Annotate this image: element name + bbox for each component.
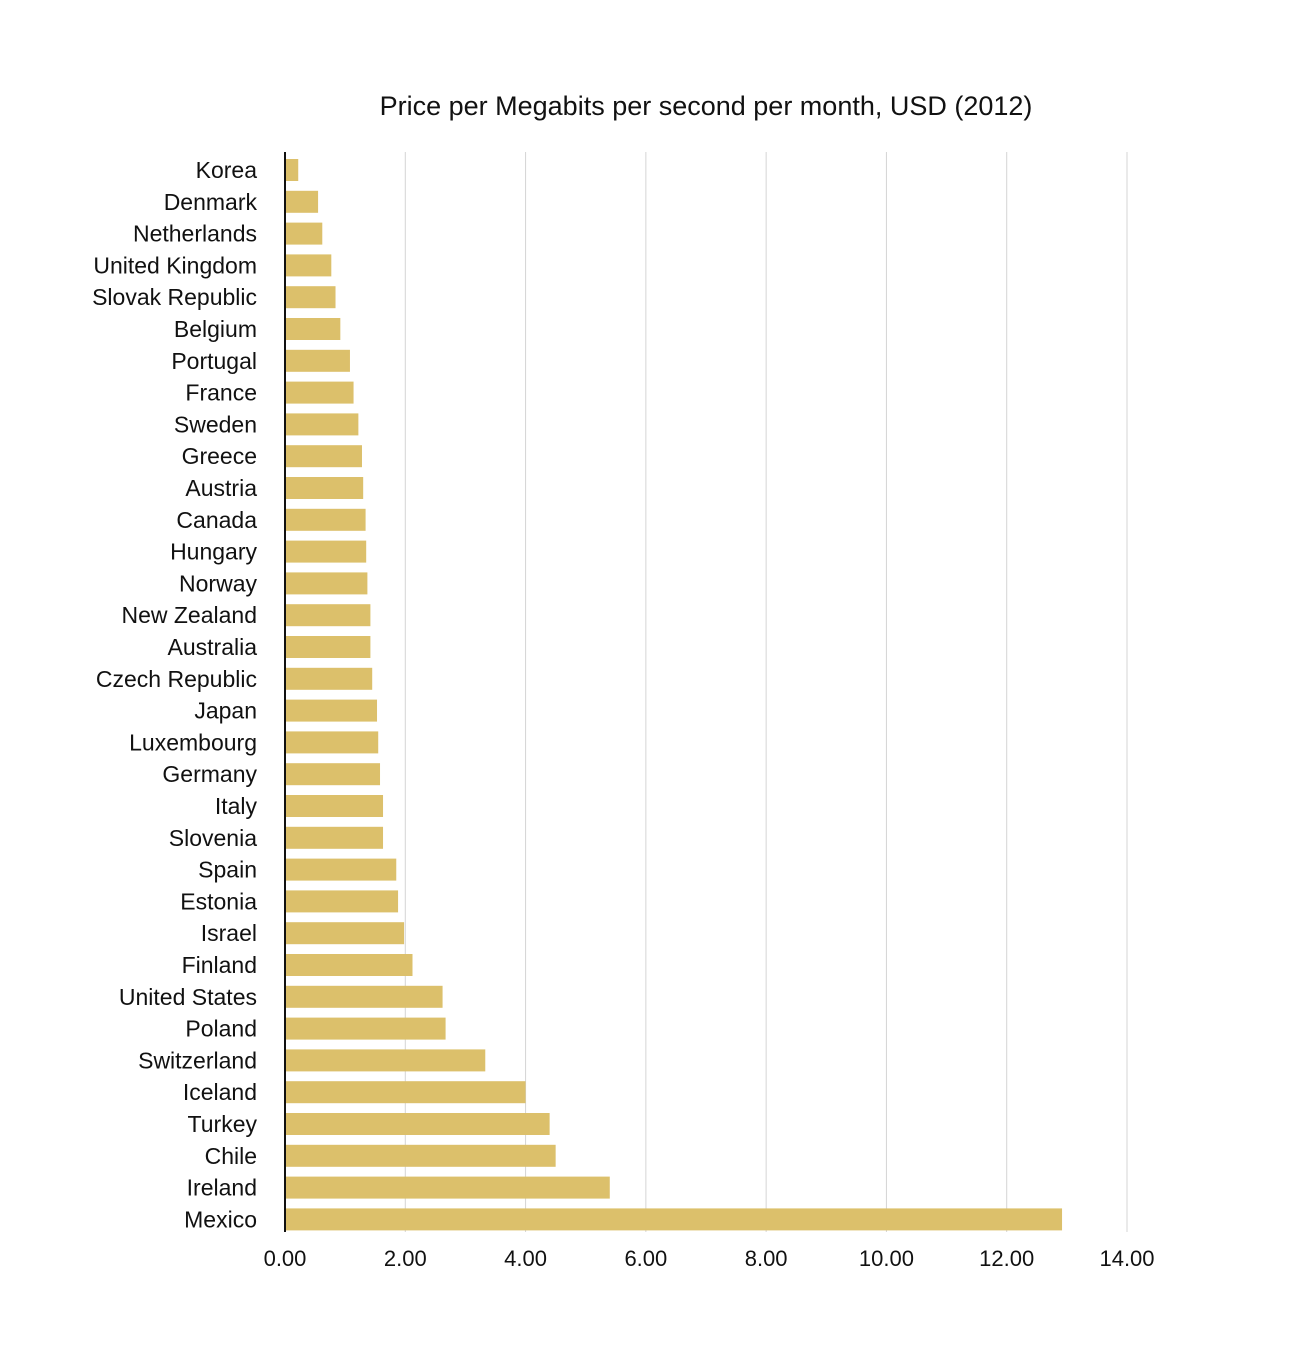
category-label: Italy: [215, 793, 258, 819]
bar: [285, 413, 359, 436]
x-tick-label: 4.00: [504, 1246, 547, 1271]
category-label: Mexico: [184, 1206, 257, 1232]
bar: [285, 922, 405, 945]
x-tick-label: 10.00: [859, 1246, 914, 1271]
category-label: Spain: [198, 857, 257, 883]
category-label: Australia: [168, 634, 258, 660]
category-label: Israel: [201, 920, 257, 946]
bar: [285, 699, 378, 722]
category-label: New Zealand: [121, 602, 257, 628]
category-label: Canada: [176, 507, 257, 533]
category-label: Denmark: [164, 189, 258, 215]
bar: [285, 1113, 550, 1135]
category-label: Greece: [182, 443, 257, 469]
bar: [285, 508, 366, 531]
bar: [285, 731, 379, 754]
gridlines: [404, 152, 1128, 1232]
chart-title: Price per Megabits per second per month,…: [380, 91, 1033, 121]
category-label: Finland: [182, 952, 257, 978]
bar: [285, 1081, 526, 1104]
bar: [285, 190, 319, 213]
bar: [285, 795, 384, 817]
bar: [285, 286, 336, 309]
x-tick-label: 12.00: [979, 1246, 1034, 1271]
bar: [285, 1017, 446, 1040]
x-tick-label: 8.00: [745, 1246, 788, 1271]
category-label: United Kingdom: [93, 252, 257, 278]
category-label: Chile: [205, 1143, 257, 1169]
bar: [285, 826, 384, 849]
bar: [285, 667, 373, 690]
x-tick-label: 14.00: [1099, 1246, 1154, 1271]
category-label: Belgium: [174, 316, 257, 342]
x-tick-labels: 0.00 2.00 4.00 6.00 8.00 10.00 12.00 14.00: [264, 1246, 1155, 1271]
category-labels: Korea Denmark Netherlands United Kingdom Slo…: [92, 157, 257, 1232]
bar: [285, 1208, 1063, 1231]
category-label: Estonia: [180, 888, 257, 914]
category-label: Sweden: [174, 411, 257, 437]
category-label: United States: [119, 984, 257, 1010]
x-tick-label: 2.00: [384, 1246, 427, 1271]
bar: [285, 445, 362, 468]
category-label: Hungary: [170, 539, 257, 565]
category-label: Slovenia: [169, 825, 257, 851]
bar: [285, 477, 364, 499]
bar: [285, 1176, 610, 1199]
category-label: Ireland: [187, 1175, 257, 1201]
bar: [285, 254, 332, 277]
bar: [285, 572, 368, 595]
category-label: Korea: [196, 157, 258, 183]
category-label: Norway: [179, 570, 257, 596]
bar: [285, 604, 371, 627]
bar: [285, 1144, 556, 1167]
category-label: Portugal: [171, 348, 257, 374]
category-label: Austria: [185, 475, 257, 501]
category-label: Luxembourg: [129, 729, 257, 755]
category-label: Czech Republic: [96, 666, 257, 692]
category-label: Germany: [162, 761, 257, 787]
category-label: Japan: [194, 698, 257, 724]
bar: [285, 954, 413, 976]
bar: [285, 858, 397, 881]
category-label: France: [185, 380, 257, 406]
bar: [285, 636, 371, 658]
category-label: Iceland: [183, 1079, 257, 1105]
bar: [285, 763, 381, 786]
bar: [285, 381, 354, 404]
bars: [285, 159, 1063, 1231]
bar: [285, 985, 443, 1008]
bar: [285, 159, 299, 181]
bar: [285, 890, 399, 913]
x-tick-label: 0.00: [264, 1246, 307, 1271]
bar: [285, 1049, 486, 1072]
category-label: Poland: [185, 1016, 257, 1042]
category-label: Switzerland: [138, 1047, 257, 1073]
bar: [285, 222, 323, 245]
bar: [285, 349, 350, 372]
bar: [285, 540, 367, 563]
category-label: Turkey: [188, 1111, 258, 1137]
x-tick-label: 6.00: [624, 1246, 667, 1271]
bar: [285, 318, 341, 340]
category-label: Slovak Republic: [92, 284, 257, 310]
category-label: Netherlands: [133, 221, 257, 247]
